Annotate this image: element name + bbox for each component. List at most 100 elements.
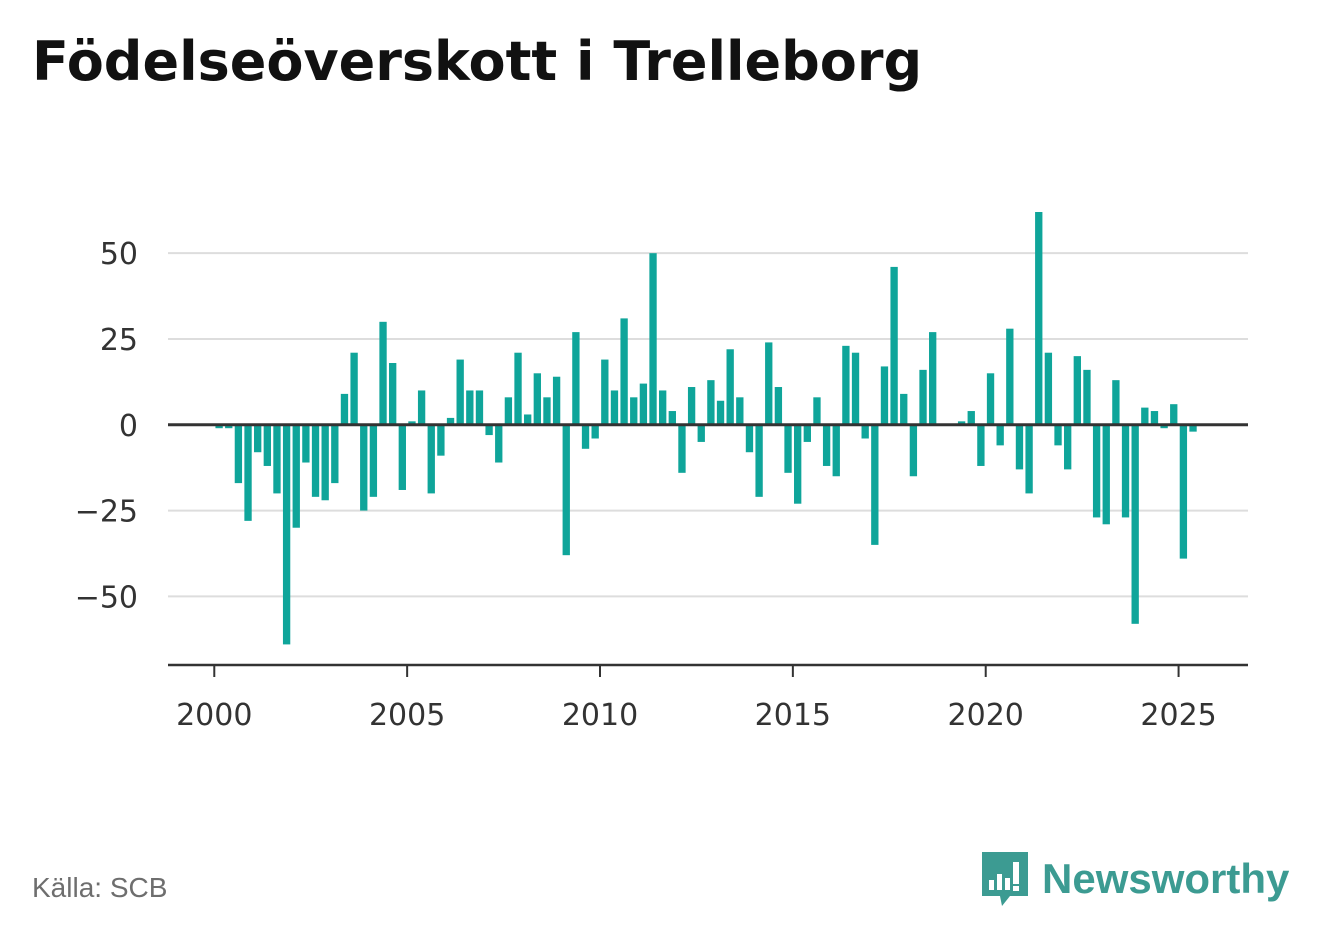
bar [1189,424,1197,432]
bar [1121,424,1130,518]
bar [389,363,397,425]
bar [659,390,667,425]
bar [726,349,734,425]
bar [514,352,522,425]
bar [697,424,705,442]
y-tick-label: −25 [75,495,138,530]
bar [716,400,725,425]
bar [871,424,879,545]
bar [630,397,638,425]
bar [562,424,570,556]
bar [552,376,561,425]
bar [369,424,378,497]
bar [803,424,811,442]
bar [360,424,368,511]
bar [543,397,551,425]
bar [581,424,590,449]
x-tick-label: 2005 [369,698,445,733]
bar [668,411,676,425]
bar [225,424,233,429]
axes [168,423,1248,677]
bar [1073,356,1081,425]
bar [1064,424,1072,470]
bar [244,424,252,521]
bar [331,424,339,484]
brand-name: Newsworthy [1042,855,1290,902]
bar [707,380,715,425]
bar [678,424,686,473]
bar [1160,424,1168,429]
bar [842,345,850,425]
bar [986,373,995,425]
bar [996,424,1004,446]
bar [832,424,840,477]
bar [784,424,792,473]
bar [909,424,918,477]
bar [1092,424,1101,518]
bar [350,352,358,425]
x-tick-label: 2000 [176,698,252,733]
gridlines [168,252,1248,598]
bar [1170,404,1178,425]
bar [736,397,744,425]
bar [302,424,310,463]
bar [919,369,927,425]
bar [273,424,281,494]
bar [466,390,474,425]
bar [456,359,464,425]
bar [774,387,783,425]
bar [417,390,426,425]
bar [620,318,628,425]
bar [813,397,821,425]
x-tick-label: 2020 [948,698,1024,733]
bar [745,424,754,453]
bar [321,424,329,501]
bar [533,373,541,425]
bar [437,424,445,456]
bar [1150,411,1159,425]
bar [929,332,937,425]
bar [1131,424,1139,624]
bar [822,424,831,466]
bar [591,424,599,439]
bar [900,393,908,425]
bar [1102,424,1110,525]
x-tick-label: 2010 [562,698,638,733]
bar [1141,407,1149,425]
source-label: Källa: SCB [32,872,168,903]
newsworthy-logo-icon [982,852,1028,906]
bar [282,424,291,645]
bar [1083,369,1091,425]
bar [977,424,985,466]
bar [1015,424,1024,470]
bars [215,212,1197,645]
y-tick-label: −50 [75,580,138,615]
y-tick-label: 25 [100,323,138,358]
bar [890,266,898,425]
bar [485,424,493,436]
x-tick-label: 2015 [755,698,831,733]
bar [572,332,580,425]
bar [601,359,609,425]
bar [263,424,271,466]
bar [755,424,763,497]
bar [379,321,387,425]
bar [495,424,503,463]
bar [1044,352,1053,425]
bar [398,424,406,490]
y-tick-label: 50 [100,237,138,272]
bar [234,424,243,484]
bar [311,424,320,497]
bar [446,417,455,425]
bar [610,390,619,425]
bar [292,424,300,528]
bar [794,424,802,504]
bar [427,424,435,494]
tick-labels: 50 25 0 −25 −50 2000 2005 2010 2015 2020 2025 [75,237,1217,733]
bar [475,390,484,425]
bar [861,424,869,439]
bar [254,424,262,453]
bar [1112,380,1120,425]
brand-logo: Newsworthy [980,850,1289,908]
bar [1035,212,1043,425]
